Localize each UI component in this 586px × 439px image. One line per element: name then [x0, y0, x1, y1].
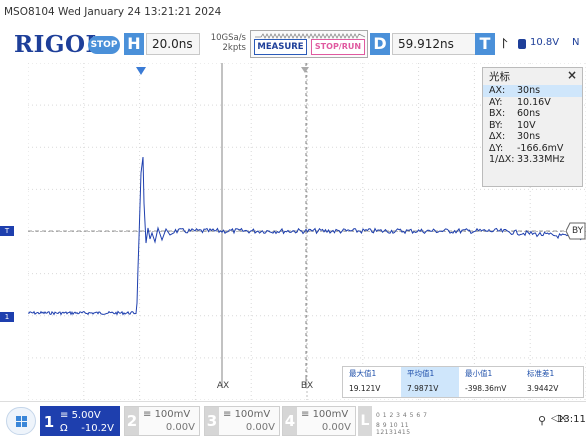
trigger-mode[interactable]: N: [572, 37, 580, 48]
cursor-panel-title: 光标: [489, 71, 510, 83]
channel-2-scale: ≡ 100mV: [143, 409, 191, 420]
measure-button[interactable]: MEASURE: [254, 39, 307, 55]
title-bar: MSO8104 Wed January 24 13:21:21 2024: [4, 6, 222, 18]
cursor-readout-row: ΔX: 30ns: [483, 131, 582, 143]
delay-field[interactable]: 59.912ns: [392, 33, 488, 55]
cursor-readout-row: AY: 10.16V: [483, 97, 582, 109]
logic-channels-row2: 8 9 10 11 12131415: [376, 422, 411, 436]
waveform-plot[interactable]: [28, 63, 586, 400]
cursor-readout-key: AY:: [489, 96, 503, 108]
measurement-item[interactable]: 最小值1 -398.36mV: [459, 367, 521, 397]
channel-2-offset: 0.00V: [165, 422, 195, 433]
cursor-readout-key: BX:: [489, 108, 506, 119]
memory-depth: 2kpts: [222, 43, 247, 53]
channel-4-number: 4: [283, 407, 297, 435]
sample-rate: 10GSa/s: [210, 33, 246, 43]
stop-run-button[interactable]: STOP/RUN: [311, 39, 365, 55]
measurement-value: 7.9871V: [407, 384, 439, 393]
channel-1-scale: ≡ 5.00V: [60, 410, 101, 421]
cursor-readout-row: BX: 60ns: [483, 108, 582, 120]
cursor-readout-value: 30ns: [517, 85, 541, 96]
graticule: [28, 63, 586, 400]
usb-icon: ⚲: [538, 414, 547, 427]
ch1-trace: [28, 156, 586, 316]
cursor-readout-value: 60ns: [517, 108, 541, 119]
trigger-source-icon: [518, 39, 526, 49]
channel-bar: 1 ≡ 5.00V Ω -10.2V 2 ≡ 100mV 0.00V 3 ≡ 1…: [0, 401, 586, 439]
measurement-value: 3.9442V: [527, 384, 559, 393]
volume-indicator[interactable]: ◁×: [551, 413, 568, 424]
logic-tile[interactable]: L 0 1 2 3 4 5 6 7 8 9 10 11 12131415: [358, 406, 438, 436]
trigger-level-marker[interactable]: T: [0, 226, 14, 236]
channel-1-tile[interactable]: 1 ≡ 5.00V Ω -10.2V: [40, 406, 120, 436]
horizontal-center-marker: [301, 67, 309, 73]
channel-4-offset: 0.00V: [321, 422, 351, 433]
channel-4-tile[interactable]: 4 ≡ 100mV 0.00V: [282, 406, 356, 436]
measurement-header: 标准差1: [527, 369, 555, 378]
rising-edge-icon: ⨡: [502, 36, 508, 52]
clock: 13:11: [557, 414, 586, 425]
cursor-readout-key: 1/ΔX:: [489, 154, 515, 165]
channel-1-coupling: Ω: [60, 423, 68, 434]
channel-3-scale: ≡ 100mV: [223, 409, 271, 420]
trigger-level[interactable]: 10.8V: [530, 37, 560, 48]
channel-2-number: 2: [125, 407, 139, 435]
cursor-readout-value: 10V: [517, 119, 536, 131]
channel-3-tile[interactable]: 3 ≡ 100mV 0.00V: [204, 406, 280, 436]
cursor-readout-value: -166.6mV: [517, 142, 564, 154]
delay-key[interactable]: D: [370, 33, 390, 55]
acquisition-info: 10GSa/s 2kpts: [200, 33, 246, 53]
measurement-bar: 最大值1 19.121V 平均值1 7.9871V 最小值1 -398.36mV 标准差1 3…: [342, 366, 584, 398]
trigger-position-marker: [136, 67, 146, 75]
app-grid-icon: [16, 416, 27, 427]
home-menu-button[interactable]: [6, 407, 36, 435]
cursor-readout-row: ΔY: -166.6mV: [483, 143, 582, 155]
cursor-readout-value: 30ns: [517, 131, 541, 142]
channel-3-offset: 0.00V: [245, 422, 275, 433]
cursor-readout-key: AX:: [489, 85, 506, 96]
measurement-value: 19.121V: [349, 384, 381, 393]
measurement-header: 平均值1: [407, 369, 435, 378]
brand-logo: RIGOL: [14, 31, 103, 58]
cursor-readout-row: BY: 10V: [483, 120, 582, 132]
timebase-key[interactable]: H: [124, 33, 144, 55]
measurement-header: 最小值1: [465, 369, 493, 378]
cursor-readout-key: ΔX:: [489, 131, 506, 142]
cursor-readouts: AX: 30ns AY: 10.16V BX: 60ns BY: 10V ΔX: 30ns ΔY: -…: [483, 85, 582, 166]
cursor-readout-key: BY:: [489, 119, 503, 131]
channel-3-number: 3: [205, 407, 219, 435]
cursor-readout-value: 33.33MHz: [517, 154, 565, 165]
run-state-badge[interactable]: STOP: [88, 36, 120, 54]
measurement-item[interactable]: 标准差1 3.9442V: [521, 367, 583, 397]
trigger-key[interactable]: T: [475, 33, 495, 55]
cursor-bx-label[interactable]: BX: [300, 381, 314, 391]
logic-label: L: [358, 406, 372, 436]
cursor-by-label: BY: [572, 226, 584, 236]
channel-4-scale: ≡ 100mV: [301, 409, 349, 420]
channel-2-tile[interactable]: 2 ≡ 100mV 0.00V: [124, 406, 200, 436]
measurement-header: 最大值1: [349, 369, 377, 378]
cursor-readout-value: 10.16V: [517, 96, 551, 108]
channel-1-offset: -10.2V: [81, 423, 114, 434]
timebase-field[interactable]: 20.0ns: [146, 33, 200, 55]
top-toolbar: RIGOL STOP H 20.0ns 10GSa/s 2kpts MEASUR…: [0, 28, 586, 62]
cursor-panel: 光标 × AX: 30ns AY: 10.16V BX: 60ns BY: 10V ΔX: 30n…: [482, 67, 583, 187]
cursor-readout-key: ΔY:: [489, 142, 504, 154]
cursor-panel-header: 光标 ×: [483, 68, 582, 85]
measurement-value: -398.36mV: [465, 384, 507, 393]
cursor-by-flag[interactable]: [566, 222, 586, 240]
cursor-readout-row: 1/ΔX: 33.33MHz: [483, 154, 582, 166]
overview-wave-icon: [255, 33, 366, 39]
cursor-ax-label[interactable]: AX: [216, 381, 230, 391]
cursor-readout-row: AX: 30ns: [483, 85, 582, 97]
ch1-offset-marker[interactable]: 1: [0, 312, 14, 322]
measurement-item[interactable]: 最大值1 19.121V: [343, 367, 401, 397]
measurement-item[interactable]: 平均值1 7.9871V: [401, 367, 459, 397]
close-icon[interactable]: ×: [566, 68, 577, 82]
channel-1-number: 1: [42, 408, 56, 436]
logic-channels-row1: 0 1 2 3 4 5 6 7: [376, 412, 428, 419]
